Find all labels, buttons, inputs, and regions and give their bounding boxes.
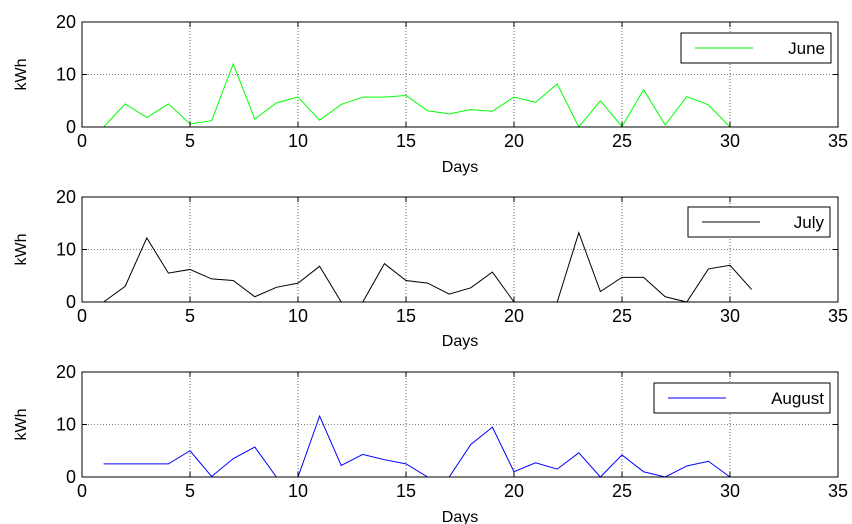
- legend: August: [653, 382, 831, 414]
- x-tick-label: 25: [612, 131, 632, 151]
- subplot-3: 0 5 10 15 20 25 30 35 0 10 20 Days kWh August: [13, 362, 848, 524]
- subplot-2: 0 5 10 15 20 25 30 35 0 10 20 Days kWh July: [13, 187, 848, 350]
- legend-label: August: [771, 389, 824, 408]
- legend: June: [680, 32, 832, 64]
- legend-label: July: [794, 213, 825, 232]
- x-tick-label: 35: [828, 481, 848, 501]
- x-tick-label: 20: [504, 481, 524, 501]
- x-tick-label: 0: [77, 131, 87, 151]
- subplot-1: 0 5 10 15 20 25 30 35 0 10 20 Days kWh June: [13, 12, 848, 176]
- y-tick-label: 20: [56, 362, 76, 382]
- x-tick-label: 15: [396, 481, 416, 501]
- x-tick-label: 5: [185, 306, 195, 326]
- x-tick-label: 35: [828, 306, 848, 326]
- y-axis-label: kWh: [13, 409, 30, 441]
- series-line-july: [103, 231, 752, 303]
- x-axis-label: Days: [442, 333, 478, 350]
- x-tick-label: 10: [288, 481, 308, 501]
- legend-label: June: [788, 39, 825, 58]
- x-axis-label: Days: [442, 159, 478, 176]
- x-tick-label: 10: [288, 131, 308, 151]
- x-tick-label: 10: [288, 306, 308, 326]
- x-tick-label: 30: [720, 131, 740, 151]
- y-tick-label: 20: [56, 12, 76, 32]
- x-tick-label: 0: [77, 481, 87, 501]
- x-tick-label: 25: [612, 481, 632, 501]
- x-tick-label: 0: [77, 306, 87, 326]
- y-tick-label: 20: [56, 187, 76, 207]
- x-tick-label: 25: [612, 306, 632, 326]
- x-tick-label: 30: [720, 306, 740, 326]
- x-tick-label: 15: [396, 131, 416, 151]
- y-tick-label: 0: [66, 292, 76, 312]
- x-axis-label: Days: [442, 509, 478, 524]
- y-tick-label: 0: [66, 117, 76, 137]
- x-tick-label: 15: [396, 306, 416, 326]
- x-tick-label: 20: [504, 131, 524, 151]
- y-tick-label: 0: [66, 467, 76, 487]
- x-tick-label: 5: [185, 131, 195, 151]
- legend: July: [687, 206, 831, 238]
- y-tick-label: 10: [56, 415, 76, 435]
- series-line-june: [103, 62, 752, 128]
- y-tick-label: 10: [56, 240, 76, 260]
- y-tick-label: 10: [56, 65, 76, 85]
- x-tick-label: 30: [720, 481, 740, 501]
- x-tick-label: 35: [828, 131, 848, 151]
- x-tick-label: 20: [504, 306, 524, 326]
- x-tick-label: 5: [185, 481, 195, 501]
- y-axis-label: kWh: [13, 234, 30, 266]
- y-axis-label: kWh: [13, 59, 30, 91]
